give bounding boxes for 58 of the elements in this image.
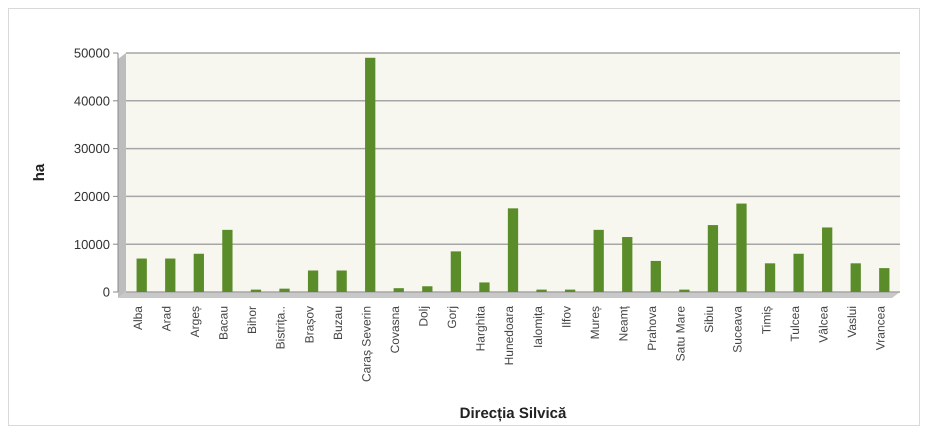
x-tick-label: Bacau	[216, 306, 231, 340]
x-tick-label: Mureș	[588, 306, 602, 340]
bar	[450, 251, 462, 292]
x-tick-label: Tulcea	[788, 306, 802, 342]
x-tick-label: Ialomița	[530, 306, 545, 348]
bar	[622, 237, 632, 292]
x-tick-label: Bistrița..	[274, 306, 288, 350]
y-tick-label: 30000	[74, 141, 110, 156]
y-tick-label: 50000	[74, 46, 110, 61]
x-tick-label: Alba	[130, 306, 145, 330]
x-tick-label: Neamț	[616, 305, 630, 342]
x-tick-label: Gorj	[445, 306, 460, 329]
x-tick-label: Arad	[159, 306, 174, 332]
x-tick-label: Sibiu	[702, 306, 716, 333]
bar	[365, 58, 376, 292]
x-tick-label: Suceava	[730, 306, 745, 353]
y-axis-title: ha	[31, 163, 48, 182]
bar	[650, 260, 661, 292]
bar	[279, 288, 290, 292]
x-tick-label: Prahova	[645, 306, 660, 351]
bar	[822, 227, 832, 292]
x-tick-label: Dolj	[416, 306, 431, 327]
bar	[222, 230, 233, 292]
bar	[594, 230, 604, 292]
bar	[708, 225, 718, 292]
bar	[165, 258, 176, 292]
bar	[879, 268, 890, 292]
bar	[850, 263, 861, 292]
x-tick-label: Brașov	[302, 306, 316, 344]
x-tick-label: Bihor	[245, 306, 260, 334]
bar	[136, 258, 147, 292]
x-tick-label: Caraș Severin	[359, 306, 374, 382]
y-tick-label: 20000	[74, 188, 110, 204]
x-tick-label: Hunedoara	[502, 306, 516, 366]
y-tick-label: 10000	[74, 236, 110, 252]
bar	[793, 254, 804, 292]
x-tick-label: Vâlcea	[816, 306, 830, 343]
x-tick-label: Vaslui	[844, 306, 859, 338]
x-tick-label: Argeș	[188, 306, 202, 338]
bar	[508, 208, 518, 292]
x-tick-label: Ilfov	[559, 306, 574, 328]
x-axis-title: Direcția Silvică	[460, 405, 568, 422]
bar	[736, 204, 747, 292]
y-tick-label: 0	[102, 284, 110, 300]
x-tick-label: Harghita	[474, 306, 488, 352]
bar	[308, 270, 318, 292]
x-tick-label: Satu Mare	[674, 306, 688, 362]
bar	[422, 286, 432, 292]
x-tick-label: Covasna	[388, 306, 402, 354]
y-tick-label: 40000	[74, 93, 110, 108]
bar	[336, 270, 347, 292]
x-tick-label: Timiș	[759, 306, 774, 334]
bar	[764, 263, 776, 292]
bar	[479, 282, 490, 292]
bar	[194, 254, 204, 292]
x-tick-label: Vrancea	[873, 306, 888, 350]
bar	[394, 288, 404, 292]
x-tick-label: Buzau	[330, 306, 345, 340]
